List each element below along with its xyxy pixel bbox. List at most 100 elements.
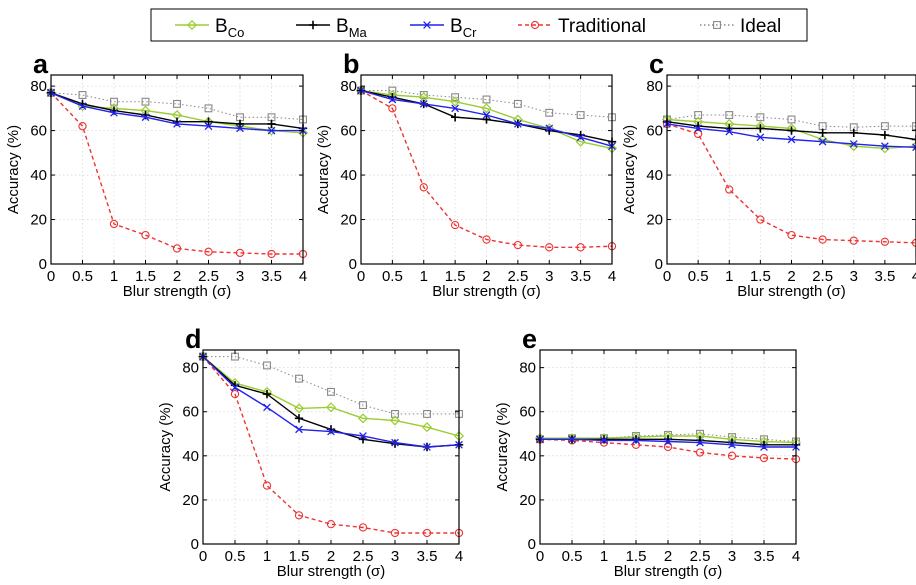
data-point-trad <box>756 215 765 224</box>
data-point-ma <box>880 130 890 140</box>
data-point-trad <box>545 243 554 252</box>
data-point-cr <box>576 133 585 142</box>
legend-entry-ma: BMa <box>296 16 368 40</box>
y-tick-label: 60 <box>646 123 663 140</box>
data-point-cr <box>632 436 640 445</box>
x-tick-label: 1.5 <box>445 268 466 285</box>
x-axis-label: Blur strength (σ) <box>737 283 845 300</box>
data-point-cr <box>391 438 399 447</box>
data-point-cr <box>664 437 672 446</box>
data-point-cr <box>568 435 576 444</box>
data-point-ideal <box>204 104 213 113</box>
data-point-ideal <box>263 361 271 370</box>
data-point-ma <box>756 124 765 133</box>
data-point-ma <box>787 126 796 135</box>
data-point-trad <box>849 236 858 245</box>
data-point-trad <box>482 235 491 244</box>
data-point-cr <box>482 111 491 119</box>
legend-label-sub: Co <box>228 25 245 40</box>
x-tick-label: 3.5 <box>417 548 438 565</box>
data-point-ma <box>235 119 245 129</box>
data-point-ideal <box>295 374 303 383</box>
data-point-ideal <box>482 95 491 104</box>
x-axis-label: Blur strength (σ) <box>123 283 231 300</box>
data-point-trad <box>576 243 585 252</box>
x-tick-label: 1 <box>263 548 271 565</box>
data-point-co <box>293 403 305 414</box>
legend-label-sub: Ma <box>349 25 368 40</box>
y-tick-label: 40 <box>340 167 357 184</box>
y-tick-label: 40 <box>519 448 536 465</box>
x-tick-label: 4 <box>912 268 916 285</box>
panel-letter: b <box>343 49 360 79</box>
y-axis-label: Accuracy (%) <box>5 125 22 214</box>
data-point-cr <box>231 383 239 392</box>
data-point-trad <box>422 528 432 538</box>
data-point-co <box>357 413 369 424</box>
data-point-trad <box>450 220 460 230</box>
data-point-ideal <box>359 401 367 410</box>
x-tick-label: 2 <box>327 548 335 565</box>
x-tick-label: 0 <box>199 548 207 565</box>
data-point-ideal <box>513 99 522 108</box>
x-tick-label: 2.5 <box>812 268 833 285</box>
y-tick-label: 80 <box>519 360 536 377</box>
series-ideal <box>357 86 616 122</box>
x-tick-label: 4 <box>792 548 800 565</box>
series-line-co <box>202 356 460 437</box>
grid <box>50 75 304 265</box>
x-tick-label: 4 <box>455 548 463 565</box>
x-tick-label: 3 <box>728 548 736 565</box>
x-tick-label: 3 <box>236 268 244 285</box>
x-tick-label: 3.5 <box>570 268 591 285</box>
x-tick-label: 0.5 <box>225 548 246 565</box>
y-tick-label: 40 <box>646 167 663 184</box>
legend-entry-cr: BCr <box>410 16 477 40</box>
data-point-trad <box>695 448 705 457</box>
data-point-trad <box>358 523 368 532</box>
x-tick-label: 0 <box>357 268 365 285</box>
data-point-ma <box>849 128 858 138</box>
series-line-trad <box>539 438 797 460</box>
data-point-ideal <box>787 115 796 124</box>
data-point-trad <box>880 237 890 246</box>
legend-marker-diamond-icon <box>186 19 198 31</box>
legend-marker-circle-icon <box>530 20 540 30</box>
series-cr <box>357 86 616 151</box>
y-tick-label: 0 <box>39 256 47 273</box>
y-tick-label: 60 <box>519 404 536 421</box>
x-axis-label: Blur strength (σ) <box>277 563 385 580</box>
x-tick-label: 1.5 <box>289 548 310 565</box>
data-point-cr <box>267 126 276 135</box>
series-line-co <box>360 89 613 150</box>
y-tick-label: 0 <box>655 256 663 273</box>
data-point-trad <box>787 230 796 240</box>
x-tick-label: 1.5 <box>626 548 647 565</box>
x-tick-label: 4 <box>299 268 307 285</box>
panel-letter: d <box>185 324 202 354</box>
y-tick-label: 40 <box>30 167 47 184</box>
data-point-cr <box>760 443 768 451</box>
data-point-cr <box>849 140 858 148</box>
data-point-ideal <box>141 97 150 106</box>
y-tick-label: 20 <box>30 212 47 229</box>
y-axis-label: Accuracy (%) <box>494 402 511 491</box>
legend-marker-x-icon <box>423 21 431 29</box>
x-tick-label: 2.5 <box>353 548 374 565</box>
x-axis-label: Blur strength (σ) <box>614 563 722 580</box>
data-point-ma <box>267 119 276 129</box>
x-tick-label: 1.5 <box>135 268 156 285</box>
x-tick-label: 2 <box>664 548 672 565</box>
data-point-ideal <box>327 387 335 396</box>
data-point-ideal <box>576 111 585 119</box>
series-trad <box>46 88 308 259</box>
series-line-ideal <box>539 433 797 442</box>
data-point-cr <box>725 127 734 136</box>
series-line-trad <box>50 92 303 255</box>
data-point-ma <box>599 435 609 444</box>
